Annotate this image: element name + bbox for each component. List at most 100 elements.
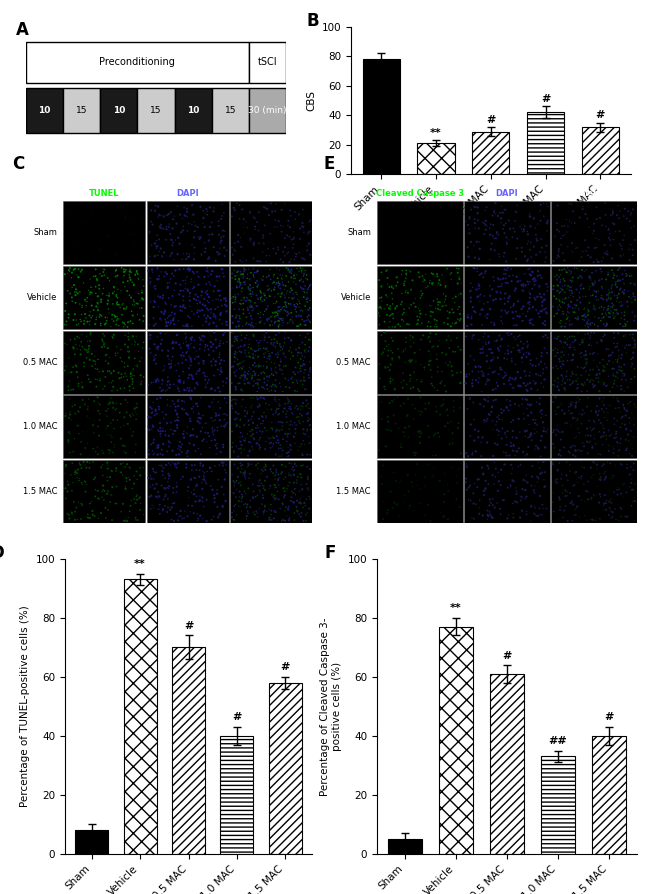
Point	[506, 435, 516, 450]
Point	[205, 441, 215, 455]
Point	[79, 356, 89, 370]
Point	[601, 317, 612, 332]
Point	[285, 414, 296, 428]
Point	[255, 342, 266, 356]
Point	[469, 423, 480, 437]
Point	[528, 374, 539, 388]
Point	[153, 210, 164, 224]
Point	[508, 510, 519, 525]
Point	[614, 482, 624, 496]
Point	[259, 304, 270, 318]
Point	[292, 373, 302, 387]
Point	[497, 198, 507, 213]
Point	[567, 274, 577, 289]
Point	[416, 333, 426, 347]
Point	[557, 354, 567, 368]
Point	[195, 416, 205, 430]
Point	[285, 402, 296, 417]
Point	[577, 408, 588, 422]
Point	[618, 233, 629, 248]
Point	[73, 270, 84, 284]
Point	[583, 326, 593, 341]
Point	[493, 484, 504, 498]
Point	[510, 224, 520, 239]
Point	[77, 477, 88, 492]
Point	[512, 198, 522, 213]
Point	[288, 240, 298, 255]
Point	[539, 287, 549, 301]
Point	[287, 263, 297, 277]
Point	[261, 270, 272, 284]
Point	[98, 282, 109, 296]
Point	[272, 336, 283, 350]
Point	[286, 233, 296, 248]
Point	[129, 338, 140, 352]
Point	[176, 348, 187, 362]
Point	[290, 401, 300, 415]
Point	[60, 409, 71, 423]
Point	[538, 424, 549, 438]
Point	[615, 283, 625, 297]
Point	[571, 394, 581, 409]
Point	[116, 420, 126, 434]
Point	[286, 306, 296, 320]
Point	[118, 497, 128, 511]
Point	[580, 344, 591, 358]
Point	[572, 293, 582, 308]
Point	[517, 397, 527, 411]
Point	[305, 224, 315, 239]
Point	[566, 495, 577, 510]
Point	[541, 301, 551, 316]
Point	[157, 448, 168, 462]
Point	[577, 493, 587, 508]
Point	[256, 314, 266, 328]
Point	[119, 410, 129, 425]
Point	[158, 502, 168, 516]
Point	[415, 408, 426, 422]
Point	[161, 326, 171, 341]
Text: TUNEL: TUNEL	[89, 190, 120, 198]
Point	[67, 266, 77, 280]
Point	[241, 511, 252, 526]
Point	[84, 287, 95, 301]
Point	[514, 343, 525, 358]
Point	[257, 425, 268, 439]
Point	[198, 458, 209, 472]
Point	[64, 410, 74, 425]
Point	[601, 316, 612, 331]
Point	[443, 409, 453, 423]
Point	[71, 501, 81, 515]
Point	[272, 402, 283, 417]
Point	[611, 425, 621, 439]
Point	[192, 375, 202, 390]
Point	[466, 317, 476, 332]
Point	[209, 284, 219, 299]
Point	[146, 472, 157, 486]
Point	[499, 493, 509, 508]
Point	[246, 317, 256, 332]
Point	[400, 271, 411, 285]
Point	[604, 342, 614, 357]
Point	[184, 247, 194, 261]
Point	[508, 443, 518, 458]
Point	[377, 477, 387, 492]
Point	[599, 426, 610, 440]
Point	[266, 309, 276, 324]
Point	[146, 422, 157, 436]
Point	[263, 283, 274, 297]
Point	[478, 400, 489, 414]
Point	[580, 309, 590, 324]
Point	[194, 293, 204, 308]
Point	[191, 462, 202, 477]
Point	[274, 415, 284, 429]
Point	[419, 273, 430, 287]
Point	[233, 407, 243, 421]
Point	[291, 342, 302, 357]
Point	[150, 348, 161, 362]
Point	[489, 334, 500, 349]
Point	[554, 456, 564, 470]
Point	[555, 502, 566, 517]
Point	[164, 357, 174, 371]
Point	[608, 336, 619, 350]
Point	[256, 427, 266, 442]
